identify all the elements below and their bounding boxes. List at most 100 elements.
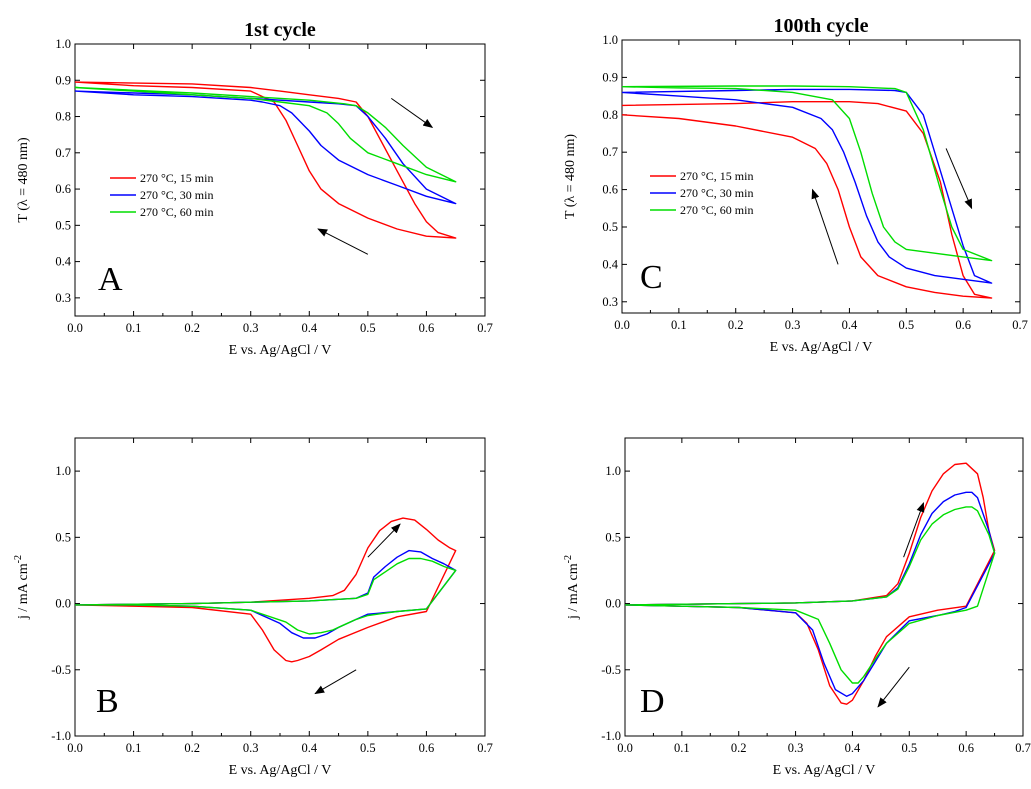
- x-tick-label: 0.5: [360, 741, 376, 755]
- x-axis-label: E vs. Ag/AgCl / V: [770, 340, 873, 355]
- x-tick-label: 0.3: [788, 741, 804, 755]
- scan-direction-arrow: [877, 666, 910, 708]
- scan-direction-arrow: [945, 148, 973, 210]
- x-tick-label: 0.4: [842, 318, 858, 332]
- y-tick-label: 0.6: [602, 183, 618, 197]
- y-tick-label: 0.7: [602, 145, 618, 159]
- x-tick-label: 0.4: [301, 741, 317, 755]
- y-axis-label: j / mA cm-2: [563, 555, 581, 620]
- plot-frame: [74, 43, 486, 317]
- y-tick-label: 0.7: [55, 146, 71, 160]
- y-tick-label: -1.0: [51, 729, 71, 743]
- scan-direction-arrow: [811, 188, 839, 265]
- series-line-1: [74, 81, 457, 239]
- x-tick-label: 0.2: [184, 741, 200, 755]
- y-tick-label: -0.5: [51, 663, 71, 677]
- scan-direction-arrow: [317, 228, 369, 255]
- series-line-1: [621, 100, 993, 299]
- x-tick-label: 0.6: [419, 321, 435, 335]
- y-tick-label: 0.9: [602, 70, 618, 84]
- chart-panel-a: 0.0 0.1 0.2 0.3 0.4 0.5 0.6 0.7 0.3 0.4 0.5 0.6 0.7 0…: [16, 19, 493, 358]
- legend-entry: 270 °C, 15 min: [680, 169, 753, 183]
- x-tick-label: 0.5: [898, 318, 914, 332]
- series-line-2: [624, 491, 996, 697]
- series-line-2: [74, 90, 457, 205]
- y-tick-label: 0.6: [55, 182, 71, 196]
- y-tick-label: 0.0: [55, 597, 71, 611]
- y-tick-label: 1.0: [602, 33, 618, 47]
- x-tick-label: 0.7: [477, 321, 493, 335]
- y-tick-label: 0.5: [55, 218, 71, 232]
- y-tick-label: 0.4: [602, 257, 618, 271]
- x-axis-label: E vs. Ag/AgCl / V: [229, 343, 332, 358]
- series-line-3: [74, 86, 457, 183]
- scan-direction-arrow: [903, 501, 925, 558]
- x-tick-label: 0.2: [728, 318, 744, 332]
- x-tick-label: 0.3: [785, 318, 801, 332]
- legend-entry: 270 °C, 30 min: [680, 186, 753, 200]
- x-tick-label: 0.7: [477, 741, 493, 755]
- scan-direction-arrow: [390, 97, 434, 128]
- x-tick-label: 0.3: [243, 321, 259, 335]
- y-tick-label: 0.8: [55, 110, 71, 124]
- y-tick-label: 1.0: [55, 464, 71, 478]
- y-axis-label: T (λ = 480 nm): [563, 134, 578, 220]
- y-tick-label: 0.3: [602, 295, 618, 309]
- chart-panel-c: 0.0 0.1 0.2 0.3 0.4 0.5 0.6 0.7 0.3 0.4 0.5 0.6 0.7 0…: [563, 15, 1028, 355]
- y-axis-label: j / mA cm-2: [13, 555, 31, 620]
- y-tick-label: 0.9: [55, 73, 71, 87]
- x-tick-label: 0.7: [1015, 741, 1031, 755]
- x-axis-label: E vs. Ag/AgCl / V: [229, 763, 332, 778]
- x-tick-label: 0.6: [958, 741, 974, 755]
- panel-label: A: [98, 261, 123, 298]
- y-tick-label: 1.0: [605, 464, 621, 478]
- scan-direction-arrow: [314, 669, 357, 695]
- legend-entry: 270 °C, 15 min: [140, 171, 213, 185]
- x-tick-label: 0.0: [614, 318, 630, 332]
- x-tick-label: 0.1: [126, 321, 142, 335]
- y-tick-label: 0.4: [55, 255, 71, 269]
- x-tick-label: 0.4: [845, 741, 861, 755]
- series-line-1: [624, 462, 996, 705]
- panel-label: C: [640, 259, 663, 296]
- x-tick-label: 0.2: [184, 321, 200, 335]
- series-line-3: [624, 506, 996, 684]
- series-line-2: [621, 88, 993, 284]
- scan-direction-arrow: [367, 523, 401, 558]
- x-tick-label: 0.0: [67, 741, 83, 755]
- legend-entry: 270 °C, 60 min: [140, 205, 213, 219]
- legend-entry: 270 °C, 60 min: [680, 203, 753, 217]
- y-axis-label: T (λ = 480 nm): [16, 137, 31, 223]
- series-line-3: [74, 557, 457, 635]
- chart-panel-d: 0.0 0.1 0.2 0.3 0.4 0.5 0.6 0.7 -1.0 -0.5 0.0 0.5 1.…: [563, 437, 1031, 778]
- y-tick-label: 0.5: [605, 530, 621, 544]
- y-tick-label: 1.0: [55, 37, 71, 51]
- chart-title: 100th cycle: [774, 15, 869, 37]
- x-tick-label: 0.6: [955, 318, 971, 332]
- legend-entry: 270 °C, 30 min: [140, 188, 213, 202]
- panel-label: D: [640, 683, 665, 720]
- y-tick-label: -0.5: [601, 663, 621, 677]
- x-tick-label: 0.0: [617, 741, 633, 755]
- x-tick-label: 0.4: [301, 321, 317, 335]
- x-tick-label: 0.1: [674, 741, 690, 755]
- x-tick-label: 0.1: [671, 318, 687, 332]
- plot-frame: [74, 437, 486, 737]
- x-tick-label: 0.1: [126, 741, 142, 755]
- chart-panel-b: 0.0 0.1 0.2 0.3 0.4 0.5 0.6 0.7 -1.0 -0.5 0.0 0.5 1.…: [13, 437, 493, 778]
- y-tick-label: 0.0: [605, 597, 621, 611]
- y-tick-label: 0.8: [602, 108, 618, 122]
- x-tick-label: 0.5: [901, 741, 917, 755]
- x-axis-label: E vs. Ag/AgCl / V: [773, 763, 876, 778]
- chart-title: 1st cycle: [244, 19, 316, 41]
- y-tick-label: 0.5: [55, 530, 71, 544]
- x-tick-label: 0.3: [243, 741, 259, 755]
- y-tick-label: -1.0: [601, 729, 621, 743]
- series-line-1: [74, 517, 457, 663]
- series-line-3: [621, 85, 993, 262]
- panel-label: B: [96, 683, 119, 720]
- y-tick-label: 0.5: [602, 220, 618, 234]
- y-tick-label: 0.3: [55, 291, 71, 305]
- x-tick-label: 0.2: [731, 741, 747, 755]
